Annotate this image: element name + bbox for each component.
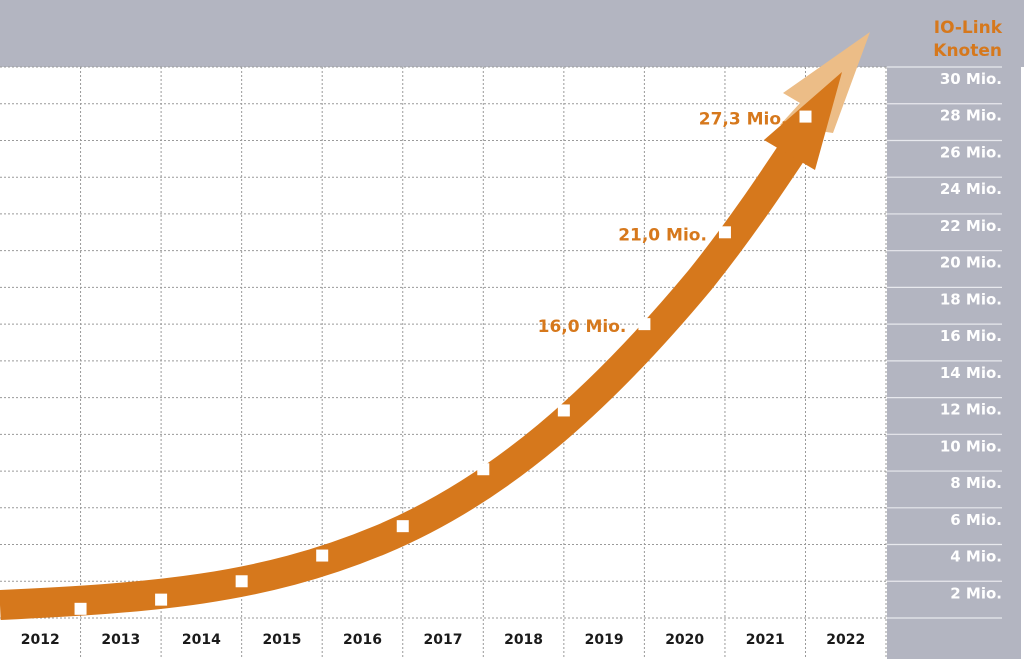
y-tick-label: 2 Mio. <box>950 584 1002 602</box>
y-tick-label: 14 Mio. <box>940 364 1002 382</box>
data-point-marker <box>235 575 248 588</box>
data-label: 16,0 Mio. <box>538 317 627 337</box>
x-tick-label: 2015 <box>262 632 301 648</box>
y-tick-label: 4 Mio. <box>950 548 1002 566</box>
data-label: 27,3 Mio. <box>699 110 788 130</box>
top-band <box>0 0 1024 67</box>
x-tick-label: 2014 <box>182 632 221 648</box>
data-point-marker <box>477 463 490 476</box>
data-point-marker <box>316 549 329 562</box>
y-tick-label: 6 Mio. <box>950 511 1002 529</box>
x-tick-label: 2016 <box>343 632 382 648</box>
x-tick-label: 2013 <box>101 632 140 648</box>
y-axis-title-line1: IO-Link <box>934 18 1003 38</box>
x-tick-label: 2018 <box>504 632 543 648</box>
data-markers <box>74 110 812 615</box>
data-point-marker <box>74 602 87 615</box>
grid <box>0 66 1002 659</box>
data-point-marker <box>557 404 570 417</box>
x-axis: 2012 2013 2014 2015 2016 2017 2018 2019 2020 2021… <box>21 632 865 648</box>
y-tick-label: 30 Mio. <box>940 70 1002 88</box>
x-tick-label: 2022 <box>826 632 865 648</box>
y-tick-label: 26 Mio. <box>940 143 1002 161</box>
y-tick-label: 28 Mio. <box>940 107 1002 125</box>
data-point-marker <box>799 110 812 123</box>
y-tick-label: 20 Mio. <box>940 254 1002 272</box>
x-tick-label: 2012 <box>21 632 60 648</box>
y-tick-label: 18 Mio. <box>940 290 1002 308</box>
y-axis: IO-Link Knoten 30 Mio. 28 Mio. 26 Mio. 24 M… <box>933 18 1002 602</box>
data-labels: 16,0 Mio. 21,0 Mio. 27,3 Mio. <box>538 110 788 338</box>
data-point-marker <box>638 318 651 331</box>
data-label: 21,0 Mio. <box>618 225 707 245</box>
x-tick-label: 2019 <box>585 632 624 648</box>
right-axis-panel <box>887 0 1021 659</box>
data-point-marker <box>155 593 168 606</box>
data-point-marker <box>718 226 731 239</box>
y-tick-label: 16 Mio. <box>940 327 1002 345</box>
arrow-body <box>0 131 813 620</box>
x-tick-label: 2020 <box>665 632 704 648</box>
y-axis-title-line2: Knoten <box>933 41 1002 61</box>
y-tick-label: 12 Mio. <box>940 401 1002 419</box>
y-tick-label: 24 Mio. <box>940 180 1002 198</box>
y-tick-label: 22 Mio. <box>940 217 1002 235</box>
y-tick-label: 8 Mio. <box>950 474 1002 492</box>
y-tick-label: 10 Mio. <box>940 437 1002 455</box>
x-tick-label: 2017 <box>424 632 463 648</box>
x-tick-label: 2021 <box>746 632 785 648</box>
data-point-marker <box>396 520 409 533</box>
